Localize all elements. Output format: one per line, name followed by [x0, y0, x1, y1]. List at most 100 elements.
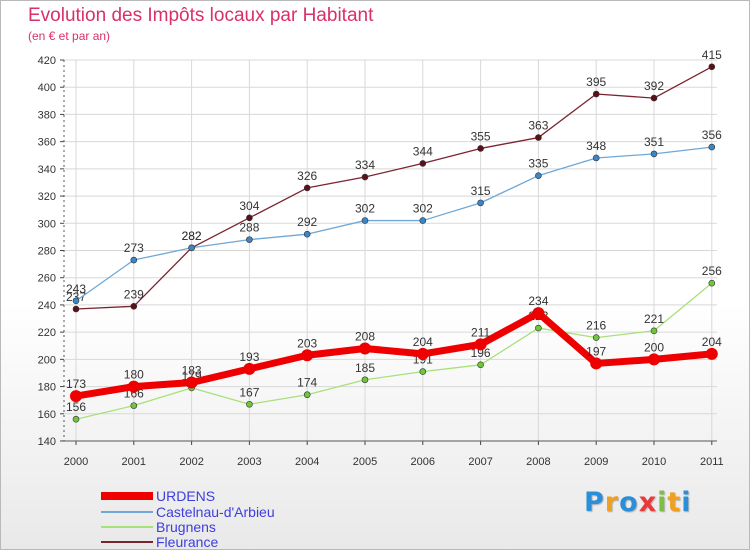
x-tick-label: 2007	[468, 456, 492, 468]
data-label: 196	[471, 346, 491, 360]
data-label: 282	[182, 229, 202, 243]
proxiti-logo: Proxiti	[584, 487, 692, 518]
legend-label-brugnens: Brugnens	[156, 519, 216, 535]
data-point	[592, 154, 600, 162]
data-point	[477, 199, 484, 207]
logo-letter: t	[667, 487, 682, 518]
data-point	[590, 357, 603, 370]
data-label: 304	[239, 199, 259, 213]
data-label: 351	[644, 135, 664, 149]
data-point	[650, 150, 658, 158]
data-point	[130, 402, 138, 409]
data-label: 180	[124, 368, 144, 382]
data-label: 156	[66, 400, 86, 414]
data-label: 167	[239, 385, 259, 399]
data-label: 237	[66, 290, 86, 304]
data-point	[419, 160, 427, 167]
data-label: 302	[355, 202, 375, 216]
data-point	[359, 342, 371, 355]
x-tick-label: 2003	[237, 456, 261, 468]
data-point	[708, 143, 716, 151]
logo-letter: P	[584, 487, 605, 518]
data-point	[535, 134, 542, 141]
y-tick-label: 360	[38, 137, 56, 149]
data-point	[361, 173, 369, 181]
data-label: 183	[182, 363, 202, 377]
data-point	[130, 302, 138, 310]
series-line	[75, 66, 713, 310]
x-tick-label: 2009	[584, 456, 608, 468]
data-point	[532, 307, 545, 320]
data-label: 292	[297, 215, 317, 229]
data-point	[535, 172, 542, 179]
logo-letter: r	[604, 487, 620, 518]
logo-letter: i	[657, 487, 668, 518]
series-line	[72, 309, 716, 400]
data-point	[185, 376, 198, 389]
data-point	[301, 349, 314, 362]
y-tick-label: 180	[38, 382, 56, 394]
data-point	[416, 347, 429, 360]
y-tick-label: 340	[38, 164, 56, 176]
data-point	[246, 214, 253, 222]
series-line	[75, 282, 713, 420]
data-point	[419, 368, 427, 375]
data-point	[419, 217, 427, 224]
data-point	[246, 236, 253, 243]
chart-title: Evolution des Impôts locaux par Habitant	[28, 5, 374, 26]
logo-letter: x	[638, 487, 658, 518]
data-label: 211	[471, 325, 490, 339]
data-point	[243, 362, 256, 375]
data-label: 239	[124, 287, 144, 301]
data-label: 392	[644, 79, 664, 93]
y-tick-label: 200	[38, 354, 56, 366]
x-tick-label: 2011	[700, 456, 724, 468]
x-tick-label: 2008	[526, 456, 550, 468]
data-point	[361, 376, 369, 384]
y-tick-label: 380	[38, 109, 56, 121]
x-tick-label: 2004	[295, 456, 319, 468]
y-tick-label: 320	[38, 191, 56, 203]
data-label: 221	[644, 312, 664, 326]
data-point	[708, 279, 716, 287]
data-label: 273	[124, 241, 144, 255]
data-label: 173	[66, 377, 86, 391]
y-tick-label: 280	[38, 246, 56, 258]
x-tick-label: 2005	[353, 456, 377, 468]
data-label: 193	[239, 350, 259, 364]
data-point	[477, 361, 484, 369]
logo-letter: o	[619, 487, 639, 518]
data-point	[72, 297, 80, 305]
legend-swatch-urdens	[101, 492, 153, 500]
legend-label-urdens: URDENS	[156, 488, 216, 504]
x-tick-label: 2002	[179, 456, 203, 468]
data-label: 204	[413, 335, 433, 349]
data-label: 315	[471, 184, 491, 198]
y-tick-label: 260	[38, 273, 56, 285]
data-label: 344	[413, 144, 433, 158]
y-tick-label: 420	[38, 55, 56, 67]
chart-subtitle: (en € et par an)	[28, 29, 111, 43]
legend-swatch-fleurance	[101, 541, 153, 543]
x-tick-label: 2000	[64, 456, 88, 468]
data-label: 234	[528, 294, 548, 308]
data-label: 288	[239, 221, 259, 235]
y-tick-label: 300	[38, 218, 56, 230]
data-point	[708, 63, 716, 71]
data-label: 302	[413, 202, 433, 216]
data-point	[535, 324, 542, 332]
data-point	[72, 305, 80, 313]
y-tick-label: 160	[38, 409, 56, 421]
data-point	[303, 391, 311, 399]
data-label: 395	[586, 75, 606, 89]
data-point	[127, 380, 140, 393]
y-tick-label: 220	[38, 327, 56, 339]
data-label: 197	[586, 344, 606, 358]
data-point	[303, 230, 311, 238]
data-label: 216	[586, 319, 606, 333]
data-point	[246, 400, 253, 408]
legend-label-castelnau: Castelnau-d'Arbieu	[156, 504, 275, 520]
data-label: 334	[355, 158, 375, 172]
data-label: 415	[702, 48, 722, 62]
